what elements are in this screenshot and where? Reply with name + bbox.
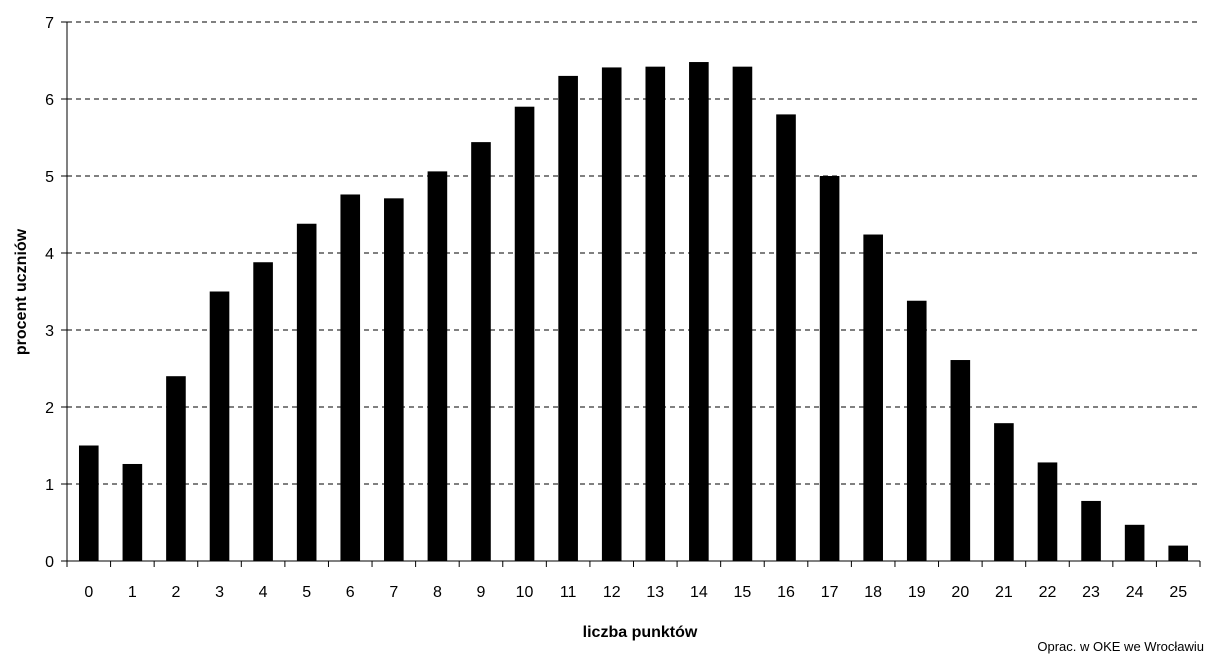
bar — [1168, 545, 1189, 561]
bar — [601, 67, 622, 562]
bar — [209, 291, 230, 561]
bar — [950, 360, 971, 561]
x-tick-label: 13 — [646, 584, 664, 601]
x-tick-label: 15 — [734, 584, 752, 601]
y-tick-label: 2 — [45, 400, 54, 417]
x-tick-label: 12 — [603, 584, 621, 601]
x-tick-label: 11 — [560, 584, 577, 601]
x-tick-labels: 0 1 2 3 4 5 6 7 8 9 10 11 12 13 14 15 16 17 18 19 20 21 22 23 24… — [84, 584, 1187, 601]
x-tick-label: 9 — [477, 584, 486, 601]
bar — [166, 376, 186, 561]
bar — [1037, 462, 1058, 561]
x-tick-label: 4 — [259, 584, 268, 601]
bar — [906, 300, 927, 561]
bar — [1081, 500, 1101, 561]
x-tick-label: 14 — [690, 584, 708, 601]
bar — [340, 194, 361, 562]
bar — [1124, 524, 1145, 561]
bar — [253, 262, 273, 561]
x-tick-label: 18 — [864, 584, 882, 601]
bar — [78, 445, 99, 561]
x-tick-label: 7 — [389, 584, 398, 601]
x-tick-label: 16 — [777, 584, 795, 601]
y-axis-title: procent uczniów — [13, 228, 30, 355]
y-tick-label: 6 — [45, 92, 54, 109]
bar — [689, 62, 709, 561]
bar — [863, 234, 883, 561]
x-tick-label: 2 — [171, 584, 180, 601]
x-tick-label: 21 — [995, 584, 1013, 601]
x-tick-label: 10 — [516, 584, 534, 601]
axes — [61, 21, 1201, 567]
source-note: Oprac. w OKE we Wrocławiu — [1037, 639, 1204, 654]
y-tick-label: 1 — [45, 477, 54, 494]
bar — [296, 223, 317, 562]
bar — [558, 75, 578, 562]
x-tick-label: 1 — [128, 584, 137, 601]
x-tick-label: 6 — [346, 584, 355, 601]
y-tick-label: 5 — [45, 169, 54, 186]
x-tick-label: 20 — [951, 584, 969, 601]
x-tick-label: 25 — [1169, 584, 1187, 601]
bar — [819, 176, 840, 561]
y-tick-label: 0 — [45, 554, 54, 571]
bar — [994, 423, 1014, 561]
bar — [732, 66, 753, 561]
x-tick-label: 3 — [215, 584, 224, 601]
bar — [776, 114, 796, 562]
bars — [78, 62, 1189, 562]
x-tick-label: 0 — [84, 584, 93, 601]
bar — [122, 463, 143, 561]
x-axis-title: liczba punktów — [583, 624, 698, 641]
bar — [514, 106, 535, 561]
x-tick-label: 19 — [908, 584, 926, 601]
y-tick-labels: 0 1 2 3 4 5 6 7 — [45, 15, 54, 571]
x-tick-label: 23 — [1082, 584, 1100, 601]
x-tick-label: 5 — [302, 584, 311, 601]
x-tick-label: 8 — [433, 584, 442, 601]
x-tick-label: 17 — [821, 584, 839, 601]
gridlines — [67, 21, 1200, 485]
bar — [645, 66, 666, 561]
bar — [384, 198, 404, 561]
x-tick-label: 24 — [1126, 584, 1144, 601]
y-tick-label: 4 — [45, 246, 54, 263]
bar — [427, 171, 448, 561]
y-tick-label: 7 — [45, 15, 54, 32]
x-tick-label: 22 — [1039, 584, 1057, 601]
y-tick-label: 3 — [45, 323, 54, 340]
bar — [471, 142, 491, 561]
